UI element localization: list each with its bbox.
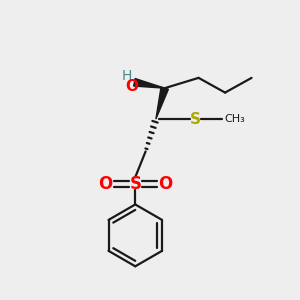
Text: O: O	[125, 79, 138, 94]
Text: S: S	[129, 175, 141, 193]
Polygon shape	[134, 79, 165, 88]
Text: S: S	[190, 112, 201, 127]
Text: O: O	[98, 175, 112, 193]
Text: CH₃: CH₃	[224, 114, 245, 124]
Polygon shape	[156, 87, 168, 119]
Text: H: H	[121, 69, 132, 83]
Text: O: O	[158, 175, 173, 193]
